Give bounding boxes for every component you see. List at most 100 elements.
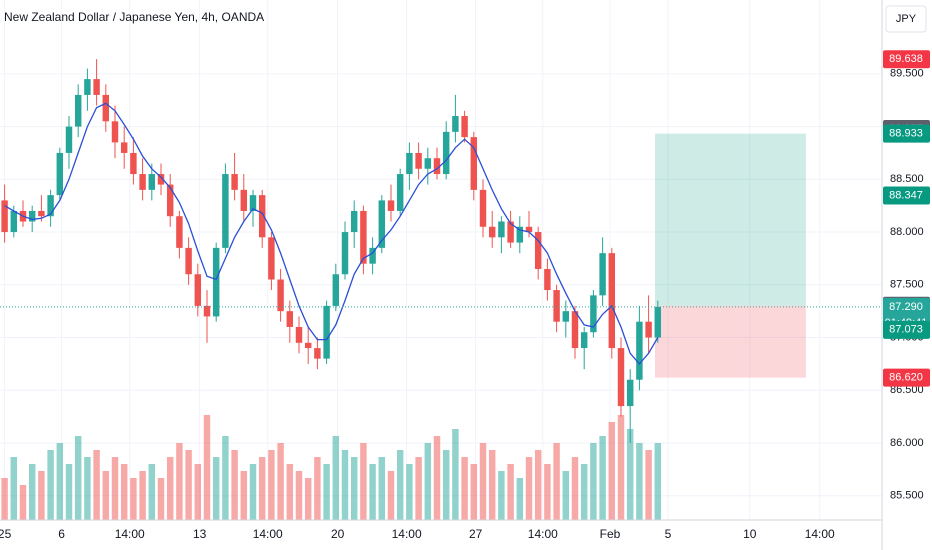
volume-bar <box>608 422 616 520</box>
volume-bar <box>1 478 8 520</box>
candle-body <box>304 342 312 349</box>
candle-body <box>268 237 275 280</box>
candle-body <box>350 210 358 233</box>
volume-bar <box>212 457 220 520</box>
y-tick-label: 88.000 <box>890 226 924 238</box>
volume-bar <box>636 443 643 520</box>
candle-body <box>10 210 18 233</box>
candle-body <box>396 174 404 211</box>
y-tick-label: 85.500 <box>890 490 924 502</box>
candle-body <box>571 311 579 349</box>
candle-body <box>562 311 570 322</box>
volume-bar <box>47 450 54 520</box>
candle-body <box>102 94 110 122</box>
price-badge <box>883 50 930 69</box>
candle-body <box>28 210 36 222</box>
x-tick-label: Feb <box>600 527 621 541</box>
candle-body <box>599 253 606 296</box>
volume-bar <box>268 450 275 520</box>
x-tick-label: 14:00 <box>392 527 422 541</box>
candle-body <box>406 152 413 175</box>
volume-bar <box>74 436 82 520</box>
y-tick-label: 86.000 <box>890 437 924 449</box>
volume-bar <box>470 464 478 520</box>
volume-bar <box>507 464 514 520</box>
volume-bar <box>590 443 597 520</box>
volume-bar <box>19 485 27 520</box>
chart-title: New Zealand Dollar / Japanese Yen, 4h, O… <box>4 10 264 24</box>
x-tick-label: 27 <box>469 527 483 541</box>
volume-bar <box>645 450 652 520</box>
candle-body <box>378 200 386 248</box>
volume-bar <box>452 429 459 520</box>
volume-bar <box>406 464 413 520</box>
candle-body <box>544 268 551 291</box>
x-tick-label: 14:00 <box>115 527 145 541</box>
candle-body <box>277 279 284 312</box>
price-badge <box>883 320 930 339</box>
volume-bar <box>415 457 422 520</box>
candle-body <box>626 379 634 407</box>
candle-body <box>212 247 220 317</box>
candle-body <box>516 226 524 243</box>
volume-bar <box>38 471 45 520</box>
volume-bar <box>102 471 110 520</box>
candle-body <box>56 152 64 196</box>
candle-body <box>617 348 625 407</box>
volume-bar <box>516 478 524 520</box>
volume-bar <box>461 457 468 520</box>
volume-bar <box>130 478 137 520</box>
target-zone <box>655 133 806 306</box>
axes: 85.50086.00086.50087.00087.50088.00088.5… <box>0 50 930 541</box>
currency[interactable]: JPY <box>896 13 917 25</box>
candle-body <box>1 200 8 233</box>
y-tick-label: 89.500 <box>890 68 924 80</box>
candle-body <box>157 174 165 185</box>
candle-body <box>534 232 542 269</box>
candle-body <box>194 274 202 306</box>
candle-body <box>608 253 616 349</box>
volume-bar <box>479 443 487 520</box>
candle-body <box>470 137 478 190</box>
candle-body <box>323 305 330 359</box>
candle-body <box>424 158 432 169</box>
candle-body <box>231 174 238 190</box>
x-tick-label: 6 <box>58 527 65 541</box>
candle-body <box>176 216 183 248</box>
x-tick-label: 14:00 <box>528 527 558 541</box>
candle-body <box>130 152 137 175</box>
volume-bar <box>571 457 579 520</box>
price-badge-label: 87.073 <box>889 324 923 336</box>
volume-bar <box>332 436 340 520</box>
volume-bar <box>166 457 174 520</box>
currency-box[interactable] <box>885 5 927 33</box>
volume-bar <box>562 471 570 520</box>
candle-body <box>47 195 54 217</box>
candle-body <box>139 174 146 190</box>
volume-bar <box>617 415 625 520</box>
volume-bar <box>544 464 551 520</box>
volume-bar <box>396 450 404 520</box>
volume-bar <box>525 457 533 520</box>
candle-body <box>525 226 533 233</box>
volume-bar <box>56 443 64 520</box>
candle-body <box>369 247 376 264</box>
volume-bar <box>120 464 128 520</box>
volume-bar <box>424 443 432 520</box>
candle-body <box>314 348 321 359</box>
candle-body <box>38 210 45 217</box>
candle-body <box>222 174 229 248</box>
volume-bar <box>231 450 238 520</box>
volume-bar <box>553 443 560 520</box>
volume-bar <box>139 471 146 520</box>
volume-bar <box>249 464 257 520</box>
price-badge <box>883 368 930 387</box>
volume-bar <box>93 450 100 520</box>
volume-bar <box>10 457 18 520</box>
volume-bar <box>387 471 395 520</box>
candle-body <box>461 116 468 138</box>
candle-body <box>387 200 395 211</box>
volume-bar <box>277 443 284 520</box>
stop-zone <box>655 305 806 378</box>
moving-average <box>4 102 659 365</box>
